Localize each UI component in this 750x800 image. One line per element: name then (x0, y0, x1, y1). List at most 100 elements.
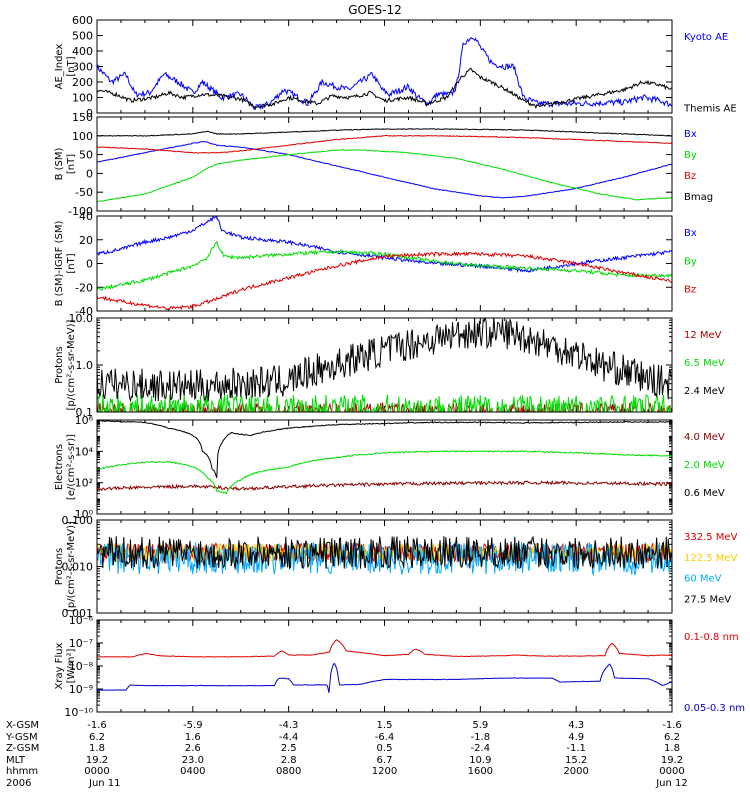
y-tick-label: 0 (86, 167, 93, 180)
axis-value: 10.9 (469, 755, 491, 766)
legend-entry: Bx (684, 129, 697, 140)
y-tick-label: 100 (72, 130, 93, 143)
axis-value: 1200 (372, 766, 397, 777)
axis-value: 2.8 (281, 755, 297, 766)
panel-frame (96, 519, 673, 614)
axis-value: -4.4 (279, 732, 299, 743)
plot-title: GOES-12 (348, 3, 402, 17)
y-tick-label: 10⁰ (75, 508, 94, 521)
axis-value: 1600 (468, 766, 493, 777)
y-axis-label: [e/(cm²-s-sr)] (66, 434, 77, 500)
legend-entry: 2.0 MeV (684, 460, 725, 471)
legend-entry: Kyoto AE (684, 32, 728, 43)
axis-row-label: hhmm (6, 766, 38, 777)
axis-value: 0000 (659, 766, 684, 777)
series-line-bz (97, 134, 672, 154)
axis-value: -1.6 (87, 720, 107, 731)
series-line-2-0-mev (97, 449, 672, 495)
series-line-4-0-mev (97, 480, 672, 492)
axis-value: Jun 11 (88, 778, 121, 789)
axis-value: 19.2 (86, 755, 108, 766)
series-line-2-4-mev (97, 318, 672, 403)
axis-row-label: MLT (6, 755, 26, 766)
axis-value: 0000 (84, 766, 109, 777)
panel-protons_ultra: 0.001 0.010 0.100 Protons [p/(cm²-s-sr-MeV)]… (54, 514, 738, 620)
series-lines (97, 420, 672, 495)
axis-value: 0800 (276, 766, 301, 777)
series-lines (97, 639, 672, 693)
legend-entry: Bx (684, 228, 697, 239)
y-tick-label: 0.1 (76, 406, 94, 419)
series-line-6-5-mev (97, 393, 672, 412)
legend-entry: 12 MeV (684, 330, 722, 341)
y-tick-label: 1.0 (76, 359, 94, 372)
y-axis-label: [nT] (66, 253, 77, 273)
legend-entry: Bmag (684, 192, 713, 203)
axis-value: 15.2 (565, 755, 587, 766)
legend-entry: Bz (684, 171, 696, 182)
axis-value: 4.3 (568, 720, 584, 731)
series-line-bx (97, 216, 672, 274)
axis-value: 2000 (563, 766, 588, 777)
y-axis-label: Protons (54, 548, 65, 585)
axis-row-label: Z-GSM (6, 743, 39, 754)
panel-xray: 10⁻¹⁰ 10⁻⁹ 10⁻⁸ 10⁻⁷ 10⁻⁶ Xray Flux [W/m²] 0.1-… (54, 614, 745, 719)
series-line-0-1-0-8-nm (97, 639, 672, 658)
axis-value: 1.8 (664, 743, 680, 754)
series-lines (97, 36, 672, 111)
legend-entry: 122.5 MeV (684, 553, 738, 564)
legend-entry: 27.5 MeV (684, 594, 731, 605)
y-tick-label: 0 (86, 258, 93, 271)
legend-entry: 0.05-0.3 nm (684, 703, 745, 714)
series-line-themis-ae (97, 67, 672, 110)
panel-ae: 0 100 200 300 400 500 600 AE_Index [nT] Kyoto AE T… (54, 14, 737, 120)
series-line-by (97, 149, 672, 203)
y-tick-label: 0.100 (62, 514, 94, 527)
y-axis-label: [p/(cm²-s-sr-MeV)] (66, 521, 77, 612)
series-line-0-6-mev (97, 420, 672, 479)
axis-value: 23.0 (182, 755, 204, 766)
y-axis-label: Xray Flux (54, 642, 65, 689)
y-tick-label: 150 (72, 111, 93, 124)
series-line-bx (97, 140, 672, 199)
legend-entry: 4.0 MeV (684, 432, 725, 443)
axis-value: 0.5 (377, 743, 393, 754)
y-tick-label: -100 (68, 205, 93, 218)
panel-frame (96, 317, 673, 413)
y-tick-label: 10⁻⁶ (69, 614, 94, 627)
axis-value: 6.2 (664, 732, 680, 743)
y-tick-label: 10.0 (69, 312, 94, 325)
axis-row-label: 2006 (6, 778, 31, 789)
axis-value: 2.5 (281, 743, 297, 754)
y-tick-label: -40 (75, 305, 93, 318)
y-tick-label: 10⁴ (75, 445, 94, 458)
legend-entry: 0.1-0.8 nm (684, 632, 739, 643)
series-line-bz (97, 250, 672, 311)
y-axis-label: [nT] (66, 154, 77, 174)
time-axis-table: X-GSMY-GSMZ-GSMMLThhmm2006-1.66.21.819.2… (5, 720, 688, 789)
axis-value: 5.9 (472, 720, 488, 731)
panel-protons_high: 0.1 1.0 10.0 Protons [p/(cm²-s-sr-MeV)] 12 Me… (54, 312, 725, 419)
y-tick-label: 50 (79, 149, 93, 162)
series-line-by (97, 240, 672, 291)
series-line-bmag (97, 128, 672, 137)
axis-value: 4.9 (568, 732, 584, 743)
y-tick-label: 100 (72, 92, 93, 105)
axis-value: 0400 (180, 766, 205, 777)
axis-value: 6.2 (89, 732, 105, 743)
legend-entry: 2.4 MeV (684, 386, 725, 397)
y-axis-label: [p/(cm²-s-sr-MeV)] (66, 319, 77, 410)
y-tick-label: 500 (72, 30, 93, 43)
panel-frame (96, 419, 673, 515)
legend-entry: 332.5 MeV (684, 532, 738, 543)
axis-value: -5.9 (183, 720, 203, 731)
y-axis-label: [W/m²] (66, 648, 77, 683)
panel-db: -40 -20 0 20 40 B (SM)-IGRF (SM) [nT] Bx By Bz (54, 210, 697, 318)
axis-value: Jun 12 (655, 778, 688, 789)
panel-frame (96, 215, 673, 312)
y-tick-label: -20 (75, 281, 93, 294)
axis-value: -1.6 (662, 720, 682, 731)
series-lines (97, 216, 672, 311)
